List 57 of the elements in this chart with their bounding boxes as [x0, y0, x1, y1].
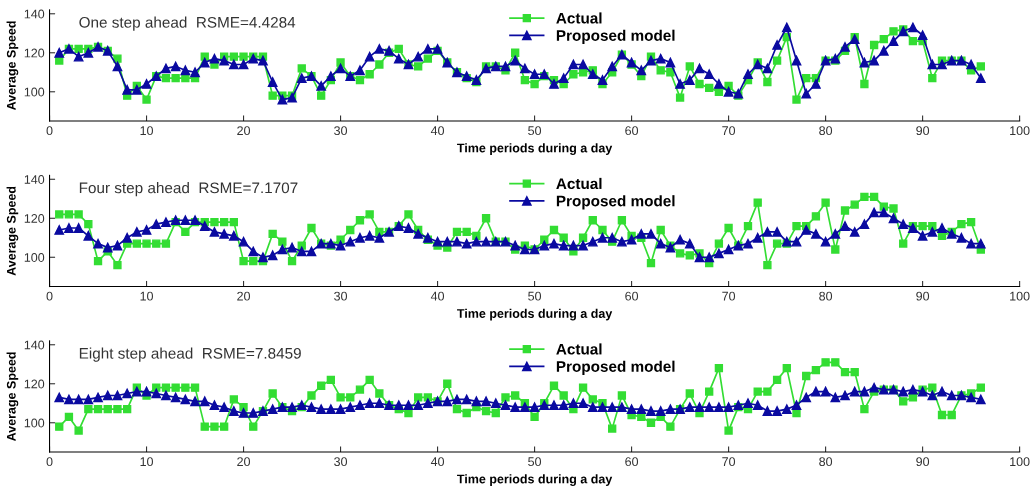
y-tick-label: 140	[24, 340, 45, 350]
x-tick-label: 50	[528, 291, 542, 301]
x-tick-label: 50	[528, 126, 542, 136]
x-tick-label: 90	[916, 291, 930, 301]
x-tick-label: 70	[722, 291, 736, 301]
x-tick-label: 0	[46, 457, 53, 467]
x-tick-label: 40	[430, 457, 445, 467]
y-axis-title: Average Speed	[6, 352, 19, 442]
chart-title: One step ahead RSME=4.4284	[79, 16, 296, 31]
y-tick-label: 120	[24, 48, 45, 58]
y-tick-label: 140	[24, 9, 45, 19]
y-axis-title: Average Speed	[6, 21, 19, 111]
x-tick-label: 10	[140, 291, 154, 301]
x-tick-label: 10	[140, 126, 154, 136]
legend-label: Proposed model	[556, 29, 675, 44]
x-tick-label: 20	[237, 126, 251, 136]
x-tick-label: 100	[1010, 291, 1030, 301]
x-tick-label: 80	[819, 457, 833, 467]
x-tick-label: 50	[528, 457, 542, 467]
x-tick-label: 70	[722, 457, 736, 467]
y-tick-label: 140	[24, 175, 45, 184]
x-tick-label: 10	[140, 457, 154, 467]
x-tick-label: 100	[1010, 126, 1030, 136]
x-tick-label: 20	[237, 291, 251, 301]
x-tick-label: 30	[334, 457, 348, 467]
x-tick-label: 80	[819, 291, 833, 301]
x-tick-label: 70	[722, 126, 736, 136]
x-tick-label: 0	[46, 291, 53, 301]
y-tick-label: 120	[24, 214, 45, 223]
legend-label: Proposed model	[556, 195, 675, 210]
x-tick-label: 0	[46, 126, 53, 136]
x-axis-title: Time periods during a day	[457, 474, 613, 486]
x-tick-label: 40	[430, 291, 445, 301]
x-tick-label: 100	[1010, 457, 1030, 467]
y-tick-label: 100	[24, 253, 45, 262]
x-tick-label: 30	[334, 291, 348, 301]
legend-label: Actual	[556, 343, 602, 355]
x-tick-label: 60	[625, 291, 639, 301]
chart-title: Eight step ahead RSME=7.8459	[79, 347, 301, 362]
x-tick-label: 20	[237, 457, 251, 467]
y-axis-title: Average Speed	[6, 186, 19, 276]
y-tick-label: 100	[24, 418, 45, 428]
chart-title: Four step ahead RSME=7.1707	[79, 182, 298, 197]
legend-label: Actual	[556, 12, 602, 24]
x-axis-title: Time periods during a day	[457, 143, 613, 155]
x-tick-label: 60	[625, 126, 639, 136]
x-tick-label: 80	[819, 126, 833, 136]
y-tick-label: 100	[24, 87, 45, 97]
x-tick-label: 90	[916, 126, 930, 136]
x-tick-label: 30	[334, 126, 348, 136]
x-tick-label: 40	[430, 126, 445, 136]
legend-label: Actual	[556, 177, 602, 190]
x-tick-label: 90	[916, 457, 930, 467]
x-tick-label: 60	[625, 457, 639, 467]
x-axis-title: Time periods during a day	[457, 308, 613, 321]
legend-label: Proposed model	[556, 360, 675, 375]
y-tick-label: 120	[24, 379, 45, 389]
